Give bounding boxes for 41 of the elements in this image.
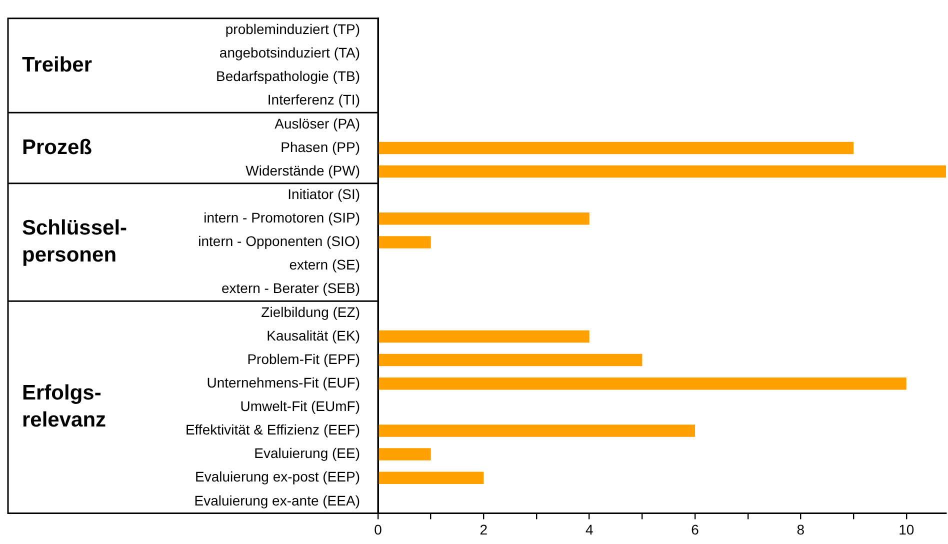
y-tick-label: angebotsinduziert (TA) bbox=[219, 44, 360, 61]
text: Treiber bbox=[22, 53, 92, 76]
y-tick-label: probleminduziert (TP) bbox=[225, 21, 360, 38]
y-tick-label: Interferenz (TI) bbox=[267, 92, 360, 108]
x-tick-label: 10 bbox=[898, 521, 914, 538]
text: Erfolgs- relevanz bbox=[22, 381, 106, 432]
y-tick-label: Unternehmens-Fit (EUF) bbox=[206, 374, 360, 390]
y-tick-label: Initiator (SI) bbox=[288, 186, 360, 202]
bar bbox=[378, 330, 590, 343]
y-tick-label: extern (SE) bbox=[289, 256, 360, 273]
x-tick-label: 8 bbox=[796, 521, 805, 538]
bar bbox=[378, 165, 946, 178]
y-tick-label: Evaluierung ex-post (EEP) bbox=[195, 468, 360, 485]
x-tick-label: 6 bbox=[691, 521, 700, 538]
y-tick-label: Widerstände (PW) bbox=[246, 162, 360, 178]
y-tick-label: Effektivität & Effizienz (EEF) bbox=[185, 422, 360, 438]
bar bbox=[378, 448, 431, 460]
x-tick-label: 0 bbox=[374, 521, 382, 538]
y-tick-label: Evaluierung ex-ante (EEA) bbox=[194, 492, 360, 508]
y-tick-label: extern - Berater (SEB) bbox=[222, 280, 360, 296]
bar bbox=[378, 236, 431, 248]
bar bbox=[378, 424, 696, 437]
y-tick-label: Problem-Fit (EPF) bbox=[247, 350, 360, 367]
bar bbox=[378, 472, 484, 484]
text: Prozeß bbox=[22, 136, 92, 159]
y-tick-label: intern - Promotoren (SIP) bbox=[204, 210, 360, 226]
y-tick-label: Evaluierung (EE) bbox=[254, 445, 360, 462]
y-tick-label: Auslöser (PA) bbox=[274, 115, 360, 132]
y-tick-label: Bedarfspathologie (TB) bbox=[216, 68, 360, 84]
y-tick-label: Zielbildung (EZ) bbox=[261, 304, 360, 320]
y-tick-label: Kausalität (EK) bbox=[266, 327, 360, 344]
bar bbox=[378, 142, 854, 154]
bar bbox=[378, 354, 642, 366]
bar bbox=[378, 377, 906, 390]
bar bbox=[378, 212, 590, 225]
y-tick-label: Phasen (PP) bbox=[280, 138, 360, 155]
y-tick-label: intern - Opponenten (SIO) bbox=[198, 233, 360, 250]
y-tick-label: Umwelt-Fit (EUmF) bbox=[240, 398, 360, 414]
text: Schlüssel- personen bbox=[22, 216, 128, 267]
x-tick-label: 4 bbox=[585, 521, 594, 538]
x-tick-label: 2 bbox=[480, 521, 488, 538]
